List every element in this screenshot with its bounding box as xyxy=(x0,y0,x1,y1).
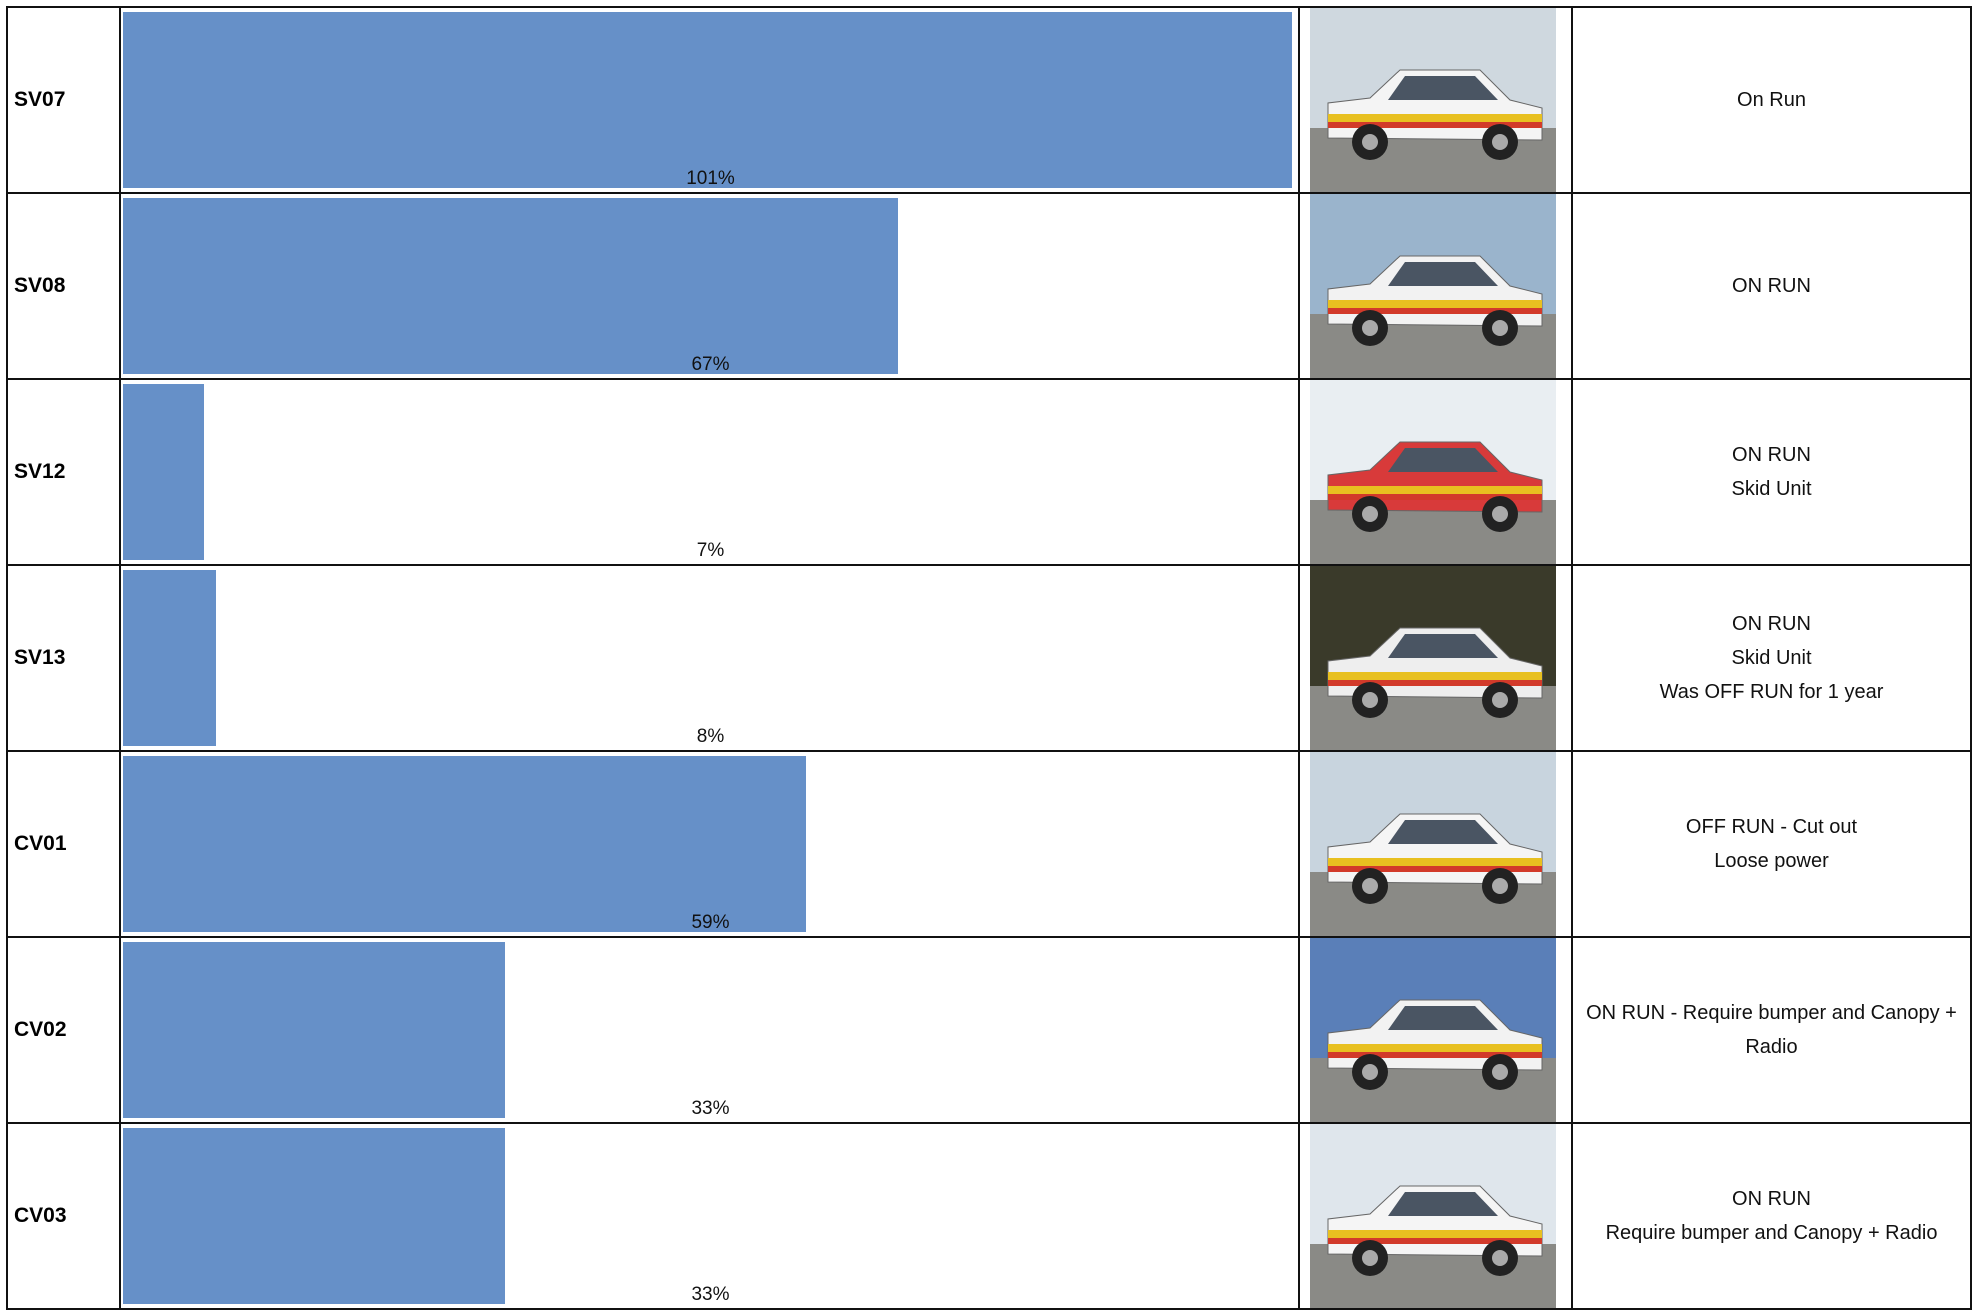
vehicle-id: SV12 xyxy=(6,378,121,566)
status-line: OFF RUN - Cut out xyxy=(1685,816,1858,838)
vehicle-photo xyxy=(1298,1122,1573,1310)
status-line: ON RUN xyxy=(1732,613,1811,635)
photo-illustration xyxy=(1310,566,1556,750)
status-line: ON RUN xyxy=(1732,1188,1811,1210)
bar-cell: 33% xyxy=(119,1122,1300,1310)
percent-bar xyxy=(123,756,806,932)
status-cell: ON RUN - Require bumper and Canopy + Rad… xyxy=(1571,936,1972,1124)
bar-cell: 33% xyxy=(119,936,1300,1124)
photo-illustration xyxy=(1310,194,1556,378)
percent-label: 7% xyxy=(696,540,725,561)
status-line: Was OFF RUN for 1 year xyxy=(1659,681,1884,703)
percent-label: 33% xyxy=(691,1098,730,1119)
photo-illustration xyxy=(1310,1124,1556,1308)
percent-bar xyxy=(123,12,1292,188)
percent-label: 59% xyxy=(691,912,730,933)
percent-bar xyxy=(123,198,899,374)
vehicle-photo xyxy=(1298,6,1573,194)
bar-cell: 67% xyxy=(119,192,1300,380)
percent-label: 67% xyxy=(691,354,730,375)
percent-bar xyxy=(123,570,216,746)
bar-cell: 8% xyxy=(119,564,1300,752)
vehicle-id: CV01 xyxy=(6,750,121,938)
status-line: ON RUN xyxy=(1732,275,1811,297)
vehicle-photo xyxy=(1298,750,1573,938)
status-line: ON RUN xyxy=(1732,444,1811,466)
vehicle-photo xyxy=(1298,936,1573,1124)
status-cell: ON RUN Skid Unit Was OFF RUN for 1 year xyxy=(1571,564,1972,752)
vehicle-id: CV03 xyxy=(6,1122,121,1310)
photo-illustration xyxy=(1310,752,1556,936)
bar-cell: 101% xyxy=(119,6,1300,194)
vehicle-photo xyxy=(1298,378,1573,566)
photo-illustration xyxy=(1310,380,1556,564)
photo-illustration xyxy=(1310,938,1556,1122)
vehicle-id: SV08 xyxy=(6,192,121,380)
percent-bar xyxy=(123,942,505,1118)
status-line: Require bumper and Canopy + Radio xyxy=(1605,1222,1938,1244)
status-line: Skid Unit xyxy=(1731,647,1812,669)
status-cell: ON RUN xyxy=(1571,192,1972,380)
percent-label: 101% xyxy=(686,168,735,189)
status-cell: ON RUN Skid Unit xyxy=(1571,378,1972,566)
percent-bar xyxy=(123,1128,505,1304)
vehicle-id: SV07 xyxy=(6,6,121,194)
bar-cell: 59% xyxy=(119,750,1300,938)
photo-illustration xyxy=(1310,8,1556,192)
percent-label: 8% xyxy=(696,726,725,747)
status-line: ON RUN - Require bumper and Canopy + Rad… xyxy=(1586,1002,1957,1058)
status-line: Loose power xyxy=(1714,850,1829,872)
vehicle-id: CV02 xyxy=(6,936,121,1124)
status-line: Skid Unit xyxy=(1731,478,1812,500)
vehicle-photo xyxy=(1298,192,1573,380)
bar-cell: 7% xyxy=(119,378,1300,566)
status-cell: ON RUN Require bumper and Canopy + Radio xyxy=(1571,1122,1972,1310)
percent-label: 33% xyxy=(691,1284,730,1305)
percent-bar xyxy=(123,384,205,560)
status-line: On Run xyxy=(1737,89,1806,111)
vehicle-photo xyxy=(1298,564,1573,752)
status-cell: On Run xyxy=(1571,6,1972,194)
status-cell: OFF RUN - Cut out Loose power xyxy=(1571,750,1972,938)
vehicle-id: SV13 xyxy=(6,564,121,752)
